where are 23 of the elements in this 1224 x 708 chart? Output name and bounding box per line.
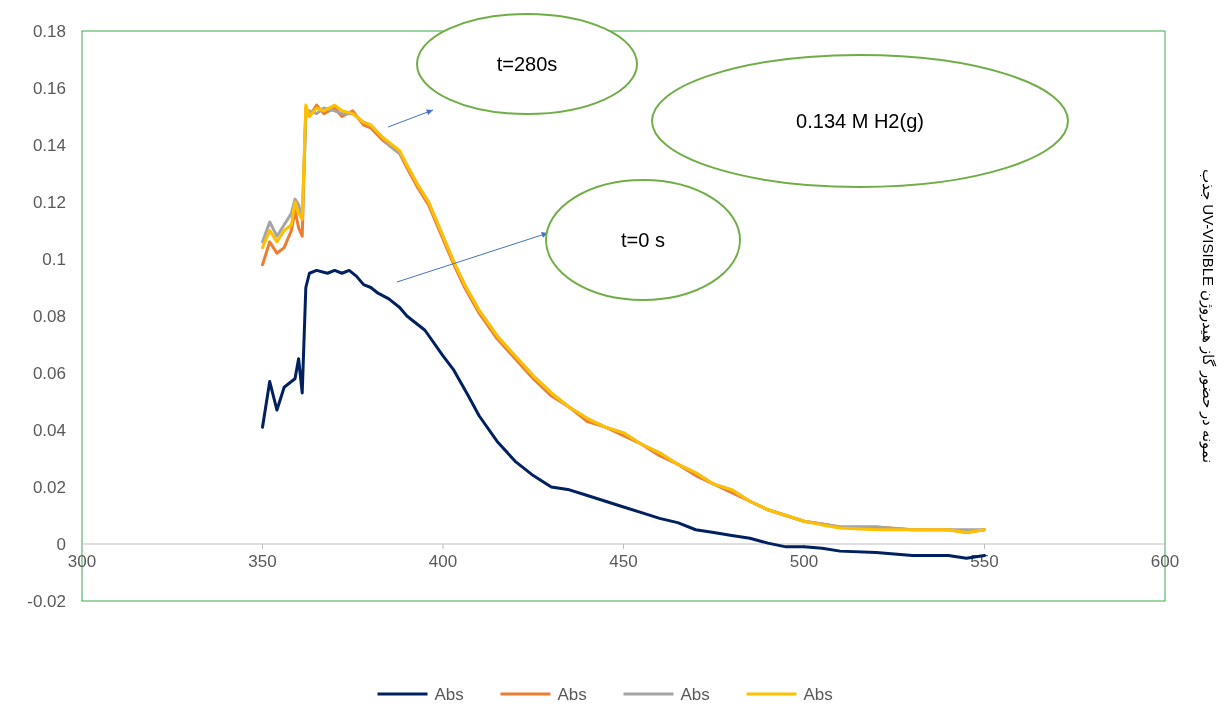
y-tick-label: 0 bbox=[56, 535, 66, 554]
x-tick-label: 450 bbox=[609, 552, 638, 571]
y-tick-label: 0.18 bbox=[32, 22, 66, 41]
legend-label: Abs bbox=[434, 685, 464, 704]
y-tick-label: 0.02 bbox=[32, 478, 66, 497]
annotation: t=280s bbox=[496, 53, 558, 75]
y-tick-label: 0.16 bbox=[32, 79, 66, 98]
y-tick-label: 0.08 bbox=[32, 307, 66, 326]
y-tick-label: 0.14 bbox=[32, 136, 66, 155]
y-tick-label: 0.1 bbox=[42, 250, 66, 269]
y-tick-label: -0.02 bbox=[27, 592, 66, 611]
x-tick-label: 350 bbox=[248, 552, 277, 571]
legend-label: Abs bbox=[680, 685, 710, 704]
y-tick-label: 0.06 bbox=[32, 364, 66, 383]
legend-label: Abs bbox=[557, 685, 587, 704]
y2-axis-title: جذب UV-VISIBLE نمونه در حضور گاز هیدروژن bbox=[1199, 169, 1217, 463]
legend-label: Abs bbox=[803, 685, 833, 704]
y-tick-label: 0.04 bbox=[32, 421, 66, 440]
annotation: 0.134 M H2(g) bbox=[796, 110, 924, 132]
x-tick-label: 400 bbox=[428, 552, 458, 571]
annotation: t=0 s bbox=[621, 229, 665, 251]
y-tick-label: 0.12 bbox=[32, 193, 66, 212]
x-tick-label: 500 bbox=[789, 552, 819, 571]
